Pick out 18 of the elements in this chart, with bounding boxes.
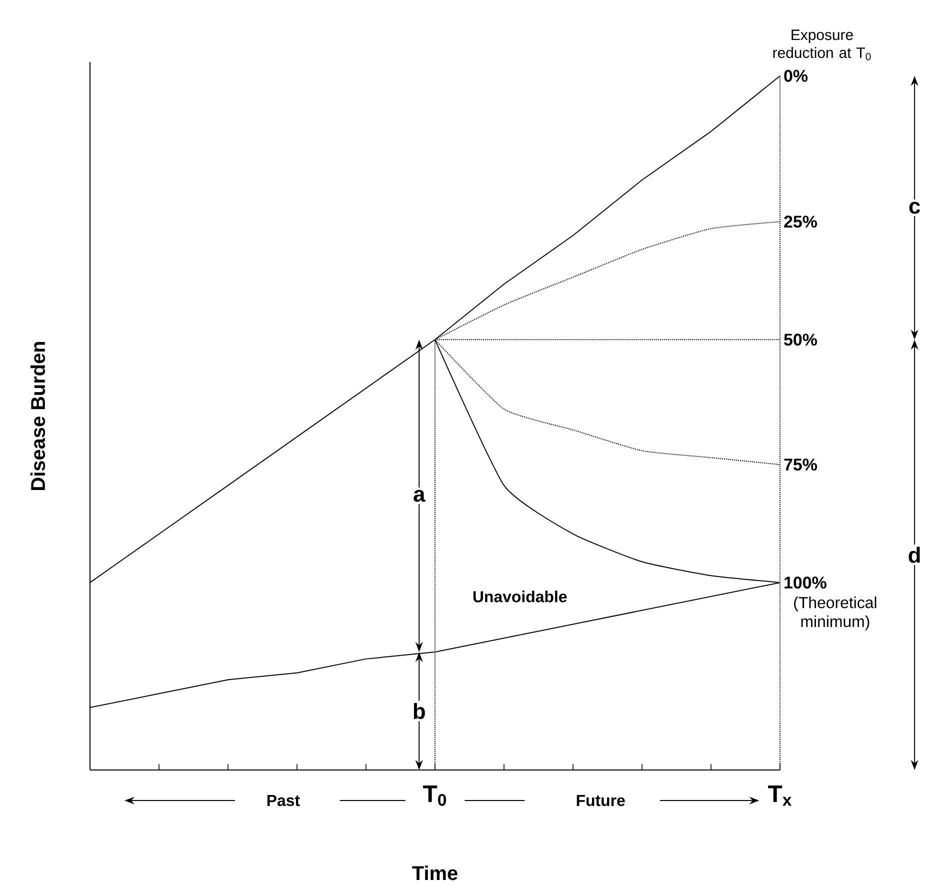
x-axis-title: Time bbox=[412, 866, 458, 880]
x-tick-label: T$_{0}$ bbox=[423, 786, 446, 806]
series-label: 0% bbox=[784, 70, 808, 82]
series-label: 100% bbox=[784, 576, 826, 589]
x-tick-label: T$_{x}$ bbox=[768, 786, 792, 806]
y-axis-title: Disease Burden bbox=[30, 342, 46, 490]
annotation: a bbox=[414, 490, 426, 502]
text: d bbox=[908, 546, 920, 563]
series-label: 25% bbox=[784, 216, 817, 228]
series-label: 50% bbox=[784, 334, 817, 346]
series-label: 75% bbox=[784, 458, 817, 471]
text: (Theoretical minimum) bbox=[794, 596, 876, 630]
annotation: Unavoidable bbox=[473, 590, 567, 602]
annotation: b bbox=[414, 702, 425, 720]
text: Past bbox=[267, 794, 300, 806]
legend-title: Exposure reduction at T$_{0}$ bbox=[773, 30, 871, 60]
text: Future bbox=[576, 794, 625, 806]
text: c bbox=[909, 202, 920, 214]
